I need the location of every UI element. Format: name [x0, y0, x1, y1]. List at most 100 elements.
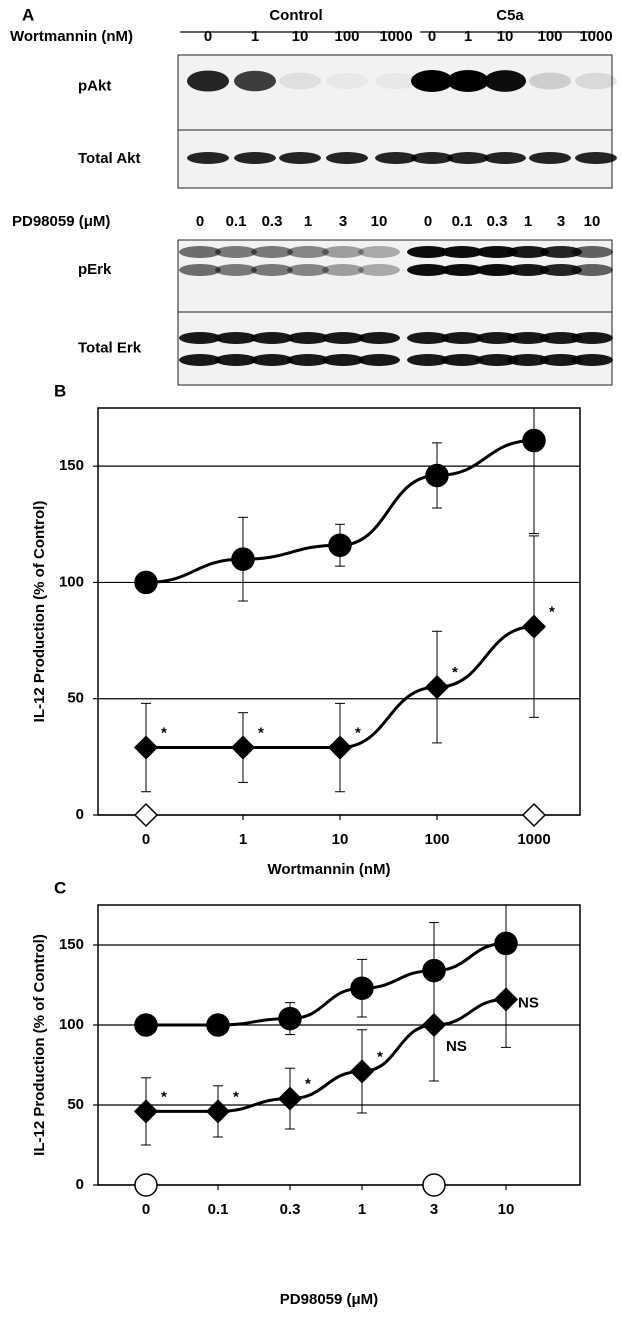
x-tick-label: 3	[430, 1201, 438, 1218]
panel-label: A	[22, 5, 34, 24]
lane-label: 1	[464, 28, 472, 45]
point	[135, 737, 157, 759]
series-line	[146, 943, 506, 1025]
point	[279, 1008, 301, 1030]
point-note: *	[161, 1088, 167, 1105]
row-label: pErk	[78, 261, 112, 278]
point-note: *	[549, 604, 555, 621]
row-label: Total Akt	[78, 150, 141, 167]
y-tick-label: 100	[59, 1016, 84, 1033]
blot	[178, 55, 612, 130]
band	[375, 152, 417, 164]
lane-label: 0.3	[487, 213, 508, 230]
band	[215, 264, 257, 276]
x-axis-label: Wortmannin (nM)	[267, 861, 390, 878]
band	[358, 246, 400, 258]
point	[426, 676, 448, 698]
lane-label: 1	[251, 28, 259, 45]
band	[234, 71, 276, 92]
band	[447, 70, 489, 92]
band	[575, 73, 617, 90]
group-label: Control	[269, 7, 322, 24]
point	[351, 977, 373, 999]
x-tick-label: 0.3	[280, 1201, 301, 1218]
point-note: *	[305, 1076, 311, 1093]
point	[329, 534, 351, 556]
point	[426, 464, 448, 486]
x-tick-label: 1000	[517, 831, 550, 848]
band	[571, 264, 613, 276]
band	[322, 354, 364, 366]
y-tick-label: 50	[67, 690, 84, 707]
lane-label: 0.3	[262, 213, 283, 230]
point	[523, 616, 545, 638]
y-tick-label: 100	[59, 573, 84, 590]
x-tick-label: 100	[424, 831, 449, 848]
point	[523, 804, 545, 826]
point	[232, 548, 254, 570]
point	[351, 1060, 373, 1082]
band	[187, 70, 229, 91]
lane-label: 0	[424, 213, 432, 230]
point-note: NS	[518, 994, 539, 1011]
band	[179, 264, 221, 276]
band	[215, 246, 257, 258]
y-tick-label: 0	[76, 1176, 84, 1193]
point	[207, 1100, 229, 1122]
band	[575, 152, 617, 164]
panel-label: B	[54, 381, 66, 400]
band	[215, 332, 257, 344]
lane-label: 0	[204, 28, 212, 45]
point	[135, 1100, 157, 1122]
lane-label: 0.1	[452, 213, 473, 230]
x-axis-label: PD98059 (μM)	[280, 1291, 378, 1308]
lane-label: 1	[524, 213, 532, 230]
x-tick-label: 1	[239, 831, 247, 848]
treatment-label: Wortmannin (nM)	[10, 28, 133, 45]
treatment-label: PD98059 (μM)	[12, 213, 110, 230]
band	[411, 70, 453, 92]
x-tick-label: 10	[332, 831, 349, 848]
point	[135, 1014, 157, 1036]
group-label: C5a	[496, 7, 524, 24]
y-axis-label: IL-12 Production (% of Control)	[31, 934, 48, 1156]
lane-label: 10	[292, 28, 309, 45]
point-note: *	[161, 725, 167, 742]
band	[529, 73, 571, 90]
band	[251, 264, 293, 276]
x-tick-label: 1	[358, 1201, 366, 1218]
point	[423, 1014, 445, 1036]
band	[571, 354, 613, 366]
lane-label: 0	[196, 213, 204, 230]
lane-label: 3	[339, 213, 347, 230]
band	[326, 152, 368, 164]
band	[484, 70, 526, 92]
point-note: *	[452, 664, 458, 681]
row-label: Total Erk	[78, 339, 142, 356]
point	[495, 988, 517, 1010]
band	[251, 246, 293, 258]
band	[358, 264, 400, 276]
x-tick-label: 0	[142, 1201, 150, 1218]
row-label: pAkt	[78, 77, 111, 94]
band	[179, 246, 221, 258]
band	[358, 332, 400, 344]
y-tick-label: 0	[76, 806, 84, 823]
lane-label: 10	[497, 28, 514, 45]
point-note: *	[258, 725, 264, 742]
band	[571, 332, 613, 344]
series-line	[146, 999, 506, 1111]
point	[423, 1174, 445, 1196]
point	[232, 737, 254, 759]
x-tick-label: 0.1	[208, 1201, 229, 1218]
y-axis-label: IL-12 Production (% of Control)	[31, 501, 48, 723]
band	[358, 354, 400, 366]
figure: AControlC5aWortmannin (nM)01101001000011…	[0, 0, 622, 1324]
point	[329, 737, 351, 759]
lane-label: 3	[557, 213, 565, 230]
band	[484, 152, 526, 164]
lane-label: 1	[304, 213, 312, 230]
band	[234, 152, 276, 164]
band	[251, 332, 293, 344]
lane-label: 0.1	[226, 213, 247, 230]
